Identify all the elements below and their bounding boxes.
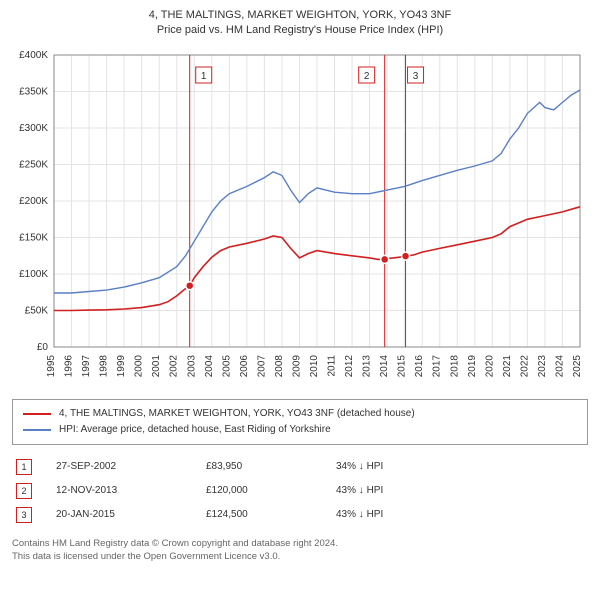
svg-text:£150K: £150K bbox=[19, 232, 48, 243]
svg-text:2015: 2015 bbox=[397, 354, 408, 377]
svg-text:2025: 2025 bbox=[572, 354, 583, 377]
sale-row: 2 12-NOV-2013£120,00043% ↓ HPI bbox=[12, 479, 588, 503]
svg-text:2021: 2021 bbox=[502, 354, 513, 377]
svg-text:2006: 2006 bbox=[239, 354, 250, 377]
svg-text:£200K: £200K bbox=[19, 196, 48, 207]
sale-marker-box: 1 bbox=[16, 459, 32, 475]
legend: 4, THE MALTINGS, MARKET WEIGHTON, YORK, … bbox=[12, 399, 588, 445]
svg-text:2004: 2004 bbox=[204, 354, 215, 377]
chart-title-block: 4, THE MALTINGS, MARKET WEIGHTON, YORK, … bbox=[12, 8, 588, 39]
svg-text:£100K: £100K bbox=[19, 269, 48, 280]
legend-row: HPI: Average price, detached house, East… bbox=[23, 422, 577, 438]
svg-text:2018: 2018 bbox=[449, 354, 460, 377]
svg-text:1998: 1998 bbox=[99, 354, 110, 377]
sale-date: 27-SEP-2002 bbox=[56, 461, 206, 472]
svg-text:1999: 1999 bbox=[116, 354, 127, 377]
legend-swatch bbox=[23, 429, 51, 431]
svg-text:£350K: £350K bbox=[19, 86, 48, 97]
footnote: Contains HM Land Registry data © Crown c… bbox=[12, 537, 588, 564]
legend-label: HPI: Average price, detached house, East… bbox=[59, 422, 331, 438]
legend-label: 4, THE MALTINGS, MARKET WEIGHTON, YORK, … bbox=[59, 406, 415, 422]
sale-pct: 43% ↓ HPI bbox=[336, 485, 456, 496]
svg-text:1997: 1997 bbox=[81, 354, 92, 377]
svg-text:1: 1 bbox=[201, 71, 207, 82]
svg-text:2008: 2008 bbox=[274, 354, 285, 377]
svg-text:3: 3 bbox=[413, 71, 419, 82]
svg-text:1995: 1995 bbox=[46, 354, 57, 377]
svg-text:2011: 2011 bbox=[327, 354, 338, 376]
sale-marker-box: 2 bbox=[16, 483, 32, 499]
legend-row: 4, THE MALTINGS, MARKET WEIGHTON, YORK, … bbox=[23, 406, 577, 422]
sale-pct: 43% ↓ HPI bbox=[336, 509, 456, 520]
legend-swatch bbox=[23, 413, 51, 415]
svg-text:2002: 2002 bbox=[169, 354, 180, 377]
sale-price: £124,500 bbox=[206, 509, 336, 520]
footnote-line2: This data is licensed under the Open Gov… bbox=[12, 550, 588, 563]
chart-title-line2: Price paid vs. HM Land Registry's House … bbox=[12, 23, 588, 38]
svg-text:2003: 2003 bbox=[186, 354, 197, 377]
svg-text:2009: 2009 bbox=[291, 354, 302, 377]
svg-text:2001: 2001 bbox=[151, 354, 162, 377]
svg-text:2010: 2010 bbox=[309, 354, 320, 377]
svg-text:2019: 2019 bbox=[467, 354, 478, 377]
svg-text:£50K: £50K bbox=[25, 305, 49, 316]
svg-text:2: 2 bbox=[364, 71, 370, 82]
svg-text:1996: 1996 bbox=[64, 354, 75, 377]
svg-text:2000: 2000 bbox=[134, 354, 145, 377]
svg-text:2016: 2016 bbox=[414, 354, 425, 377]
svg-text:2024: 2024 bbox=[554, 354, 565, 377]
sale-price: £83,950 bbox=[206, 461, 336, 472]
svg-text:2013: 2013 bbox=[362, 354, 373, 377]
svg-text:2017: 2017 bbox=[432, 354, 443, 377]
svg-text:£250K: £250K bbox=[19, 159, 48, 170]
svg-text:2012: 2012 bbox=[344, 354, 355, 377]
svg-text:2014: 2014 bbox=[379, 354, 390, 377]
sale-date: 12-NOV-2013 bbox=[56, 485, 206, 496]
svg-text:2005: 2005 bbox=[221, 354, 232, 377]
sale-marker-box: 3 bbox=[16, 507, 32, 523]
footnote-line1: Contains HM Land Registry data © Crown c… bbox=[12, 537, 588, 550]
svg-text:2007: 2007 bbox=[256, 354, 267, 377]
svg-text:2023: 2023 bbox=[537, 354, 548, 377]
sale-pct: 34% ↓ HPI bbox=[336, 461, 456, 472]
svg-text:£300K: £300K bbox=[19, 123, 48, 134]
sale-price: £120,000 bbox=[206, 485, 336, 496]
svg-text:2022: 2022 bbox=[519, 354, 530, 377]
svg-text:2020: 2020 bbox=[484, 354, 495, 377]
price-chart: £0 £50K £100K £150K £200K £250K £300K £350K £400… bbox=[12, 47, 588, 387]
sale-date: 20-JAN-2015 bbox=[56, 509, 206, 520]
svg-text:£400K: £400K bbox=[19, 50, 48, 61]
svg-text:£0: £0 bbox=[37, 342, 49, 353]
sale-row: 3 20-JAN-2015£124,50043% ↓ HPI bbox=[12, 503, 588, 527]
sale-row: 1 27-SEP-2002£83,95034% ↓ HPI bbox=[12, 455, 588, 479]
chart-title-line1: 4, THE MALTINGS, MARKET WEIGHTON, YORK, … bbox=[12, 8, 588, 23]
sales-table: 1 27-SEP-2002£83,95034% ↓ HPI 2 12-NOV-2013… bbox=[12, 455, 588, 527]
